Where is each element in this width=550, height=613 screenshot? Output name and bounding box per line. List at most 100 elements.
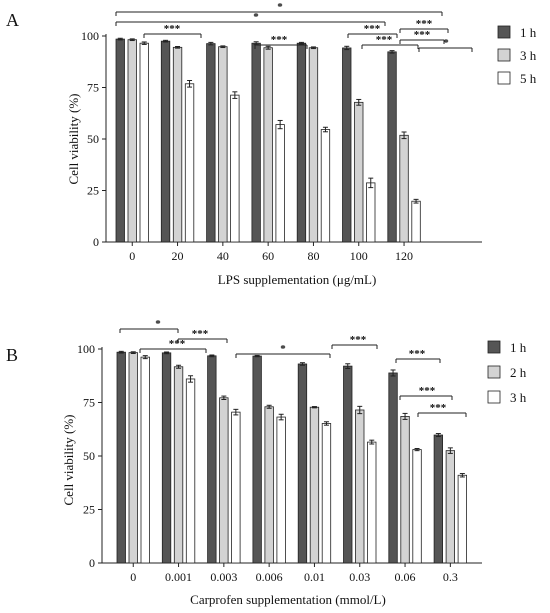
bar [411,200,421,243]
bar [264,406,274,564]
bar [218,46,228,243]
bar [139,42,149,243]
bar [275,124,285,243]
panel-a-plot: 0 25 50 75 100 0 20 40 60 80 100 120 [81,29,482,263]
bar [252,355,262,564]
bar [297,363,308,564]
y-tick-label: 100 [81,29,99,43]
sig-label: *** [409,348,426,360]
bar [263,47,273,243]
sig-label: *** [350,334,367,346]
x-tick-label: 0.3 [443,570,458,584]
bar [127,39,137,243]
bar [308,47,319,243]
sig-label: * [280,343,286,355]
y-tick-label: 75 [83,396,95,410]
legend-swatch [487,365,501,379]
sig-label: *** [414,29,431,41]
panel-a-label: A [6,10,19,30]
bar [342,47,352,243]
bar [128,352,138,564]
legend-label: 1 h [520,25,537,40]
x-tick-label: 60 [262,249,274,263]
x-tick-label: 20 [172,249,184,263]
legend-label: 1 h [510,340,527,355]
legend-swatch [487,340,501,354]
bar [172,46,183,243]
bar [140,356,150,564]
x-tick-label: 0.003 [210,570,237,584]
bar [399,134,409,243]
y-tick-label: 50 [87,132,99,146]
sig-label: *** [376,34,393,46]
x-tick-label: 0.03 [349,570,370,584]
y-tick-label: 0 [93,235,99,249]
sig-label: *** [271,34,288,46]
bar [116,351,126,564]
legend-label: 5 h [520,71,537,86]
bar [231,411,241,564]
legend-swatch [497,48,511,62]
bar [387,51,397,243]
bar [115,38,125,243]
sig-label: *** [169,338,186,350]
bar [445,450,456,564]
sig-label: * [155,318,161,330]
x-tick-label: 0.001 [165,570,192,584]
x-tick-label: 0.006 [256,570,283,584]
bar [321,423,332,564]
x-tick-label: 100 [350,249,368,263]
x-tick-label: 0.01 [304,570,325,584]
panel-b: B Carprofen supplementation (mmol/L) Cel… [6,318,527,607]
sig-label: *** [416,18,433,30]
sig-label: *** [192,328,209,340]
bar [388,372,398,564]
x-tick-label: 120 [395,249,413,263]
bar [400,416,410,564]
y-tick-label: 75 [87,81,99,95]
panel-b-ylabel: Cell viability (%) [61,415,76,506]
legend-swatch [497,25,511,39]
panel-b-label: B [6,345,18,365]
bar [251,42,261,243]
bar [355,409,365,564]
bar [184,83,195,243]
panel-b-plot: 0 25 50 75 100 0 0.001 0.003 0.006 0.01 0.03 0.06 0.… [77,342,482,584]
x-tick-label: 0 [129,249,135,263]
panel-a: A LPS supplementation (μg/mL) Cell viabi… [6,1,537,287]
bar [296,42,307,243]
x-tick-label: 80 [307,249,319,263]
panel-b-xlabel: Carprofen supplementation (mmol/L) [190,592,386,607]
panel-a-xlabel: LPS supplementation (μg/mL) [218,272,377,287]
bar [219,397,229,564]
bar [230,94,240,243]
bar [354,101,364,243]
bar [160,40,171,243]
y-tick-label: 0 [89,556,95,570]
sig-label: *** [364,23,381,35]
bar [173,366,184,564]
legend-label: 3 h [520,48,537,63]
x-tick-label: 0 [130,570,136,584]
y-tick-label: 25 [83,503,95,517]
bar [185,378,196,564]
x-tick-label: 0.06 [395,570,416,584]
sig-label: *** [430,402,447,414]
bar [433,434,444,564]
y-tick-label: 50 [83,449,95,463]
bar [320,129,331,243]
panel-a-legend: 1 h 3 h 5 h [497,25,537,86]
legend-swatch [487,390,501,404]
sig-label: *** [419,385,436,397]
bar [161,352,172,564]
panel-a-ylabel: Cell viability (%) [66,94,81,185]
legend-label: 3 h [510,390,527,405]
sig-label: * [443,37,449,49]
legend-swatch [497,71,511,85]
sig-label: *** [164,23,181,35]
panel-b-legend: 1 h 2 h 3 h [487,340,527,405]
bar [276,416,286,564]
bar [343,365,353,564]
bar [207,355,217,564]
